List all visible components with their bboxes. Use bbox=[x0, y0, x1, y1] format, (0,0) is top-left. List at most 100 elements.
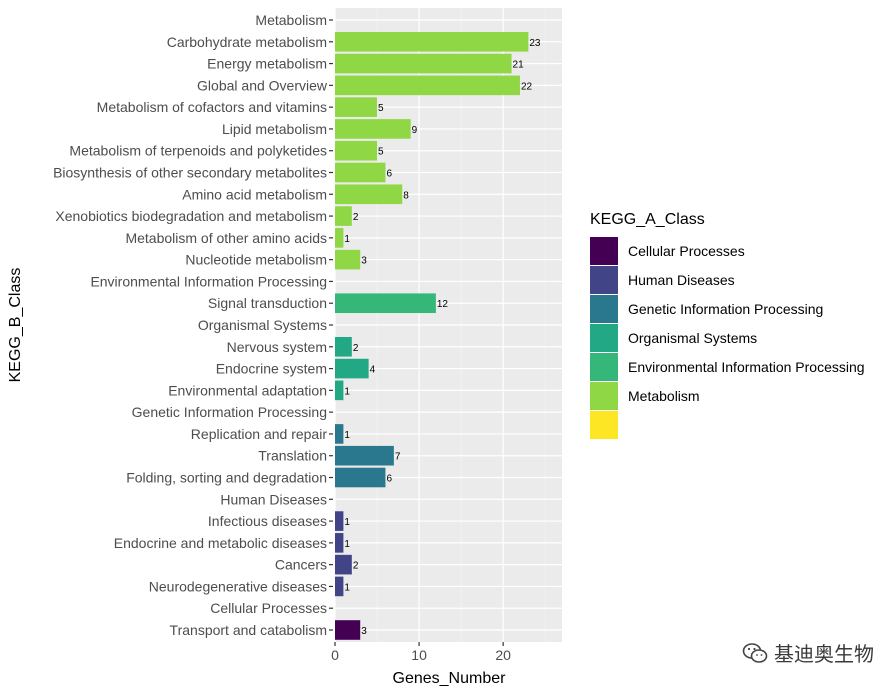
bar-value-label: 9 bbox=[412, 125, 418, 136]
y-tick-label: Translation bbox=[258, 448, 327, 464]
bar bbox=[335, 380, 344, 401]
legend-label: Cellular Processes bbox=[628, 243, 745, 259]
bar-value-label: 2 bbox=[353, 212, 359, 223]
legend-swatch bbox=[590, 382, 618, 410]
bar-value-label: 23 bbox=[529, 38, 541, 49]
y-tick-label: Lipid metabolism bbox=[222, 121, 327, 137]
bar-value-label: 1 bbox=[344, 234, 350, 245]
y-tick-label: Transport and catabolism bbox=[170, 622, 327, 638]
y-axis-title: KEGG_B_Class bbox=[7, 268, 24, 383]
legend-label: Organismal Systems bbox=[628, 330, 757, 346]
legend-label: Genetic Information Processing bbox=[628, 301, 823, 317]
y-tick-label: Human Diseases bbox=[220, 491, 327, 507]
bar bbox=[335, 140, 378, 161]
bar bbox=[335, 358, 369, 379]
bar bbox=[335, 119, 411, 139]
legend-swatch bbox=[590, 324, 618, 352]
y-tick-label: Replication and repair bbox=[191, 426, 328, 442]
legend-swatch bbox=[590, 237, 618, 265]
bar bbox=[335, 336, 352, 357]
legend: Cellular Processes Human Diseases Genetic … bbox=[590, 237, 865, 439]
x-tick-labels: 0 10 20 bbox=[331, 642, 511, 663]
y-tick-label: Neurodegenerative diseases bbox=[149, 578, 327, 594]
y-tick-label: Energy metabolism bbox=[207, 56, 327, 72]
bar bbox=[335, 249, 361, 270]
bar-value-label: 8 bbox=[403, 190, 409, 201]
bar bbox=[335, 511, 344, 531]
y-tick-label: Xenobiotics biodegradation and metabolis… bbox=[55, 208, 327, 224]
bar bbox=[335, 554, 352, 575]
x-tick-label: 0 bbox=[331, 647, 339, 663]
y-tick-label: Nervous system bbox=[227, 339, 327, 355]
legend-label: Metabolism bbox=[628, 388, 700, 404]
bar bbox=[335, 53, 512, 74]
y-tick-label: Metabolism of terpenoids and polyketides bbox=[69, 143, 327, 159]
watermark-text: 基迪奥生物 bbox=[774, 642, 874, 666]
bar bbox=[335, 206, 352, 226]
bar-value-label: 4 bbox=[370, 365, 376, 376]
bar bbox=[335, 293, 436, 314]
bar-value-label: 5 bbox=[378, 147, 384, 158]
y-tick-label: Signal transduction bbox=[208, 295, 327, 311]
bar bbox=[335, 75, 520, 96]
bar-value-label: 1 bbox=[344, 430, 350, 441]
bar-value-label: 7 bbox=[395, 452, 401, 463]
y-tick-label: Cancers bbox=[275, 557, 327, 573]
legend-label: Environmental Information Processing bbox=[628, 359, 865, 375]
bar bbox=[335, 97, 378, 117]
bar-value-label: 1 bbox=[344, 386, 350, 397]
bar bbox=[335, 445, 394, 466]
watermark: 基迪奥生物 bbox=[742, 638, 874, 667]
bar-value-label: 6 bbox=[386, 169, 392, 180]
bar bbox=[335, 31, 529, 52]
bar-value-label: 2 bbox=[353, 561, 359, 572]
legend-title: KEGG_A_Class bbox=[590, 211, 705, 228]
y-tick-label: Organismal Systems bbox=[198, 317, 327, 333]
legend-swatch bbox=[590, 266, 618, 294]
bar-value-label: 2 bbox=[353, 343, 359, 354]
bar bbox=[335, 424, 344, 444]
x-tick-label: 10 bbox=[411, 647, 427, 663]
bar-value-label: 1 bbox=[344, 517, 350, 528]
y-tick-label: Environmental Information Processing bbox=[90, 273, 327, 289]
x-tick-label: 20 bbox=[495, 647, 511, 663]
bar-value-label: 1 bbox=[344, 539, 350, 550]
y-tick-label: Biosynthesis of other secondary metaboli… bbox=[53, 165, 327, 181]
x-axis-title: Genes_Number bbox=[393, 670, 507, 687]
bar-value-label: 22 bbox=[521, 81, 533, 92]
y-tick-label: Metabolism bbox=[255, 12, 327, 28]
legend-swatch bbox=[590, 353, 618, 381]
y-tick-label: Folding, sorting and degradation bbox=[126, 470, 327, 486]
y-tick-label: Endocrine and metabolic diseases bbox=[114, 535, 327, 551]
legend-swatch bbox=[590, 295, 618, 323]
bar bbox=[335, 533, 344, 553]
y-tick-label: Endocrine system bbox=[216, 361, 327, 377]
y-tick-label: Cellular Processes bbox=[210, 600, 327, 616]
y-tick-label: Nucleotide metabolism bbox=[185, 252, 327, 268]
bar bbox=[335, 184, 403, 205]
y-tick-label: Infectious diseases bbox=[208, 513, 327, 529]
bar bbox=[335, 228, 344, 248]
bar bbox=[335, 467, 386, 488]
y-tick-label: Metabolism of other amino acids bbox=[125, 230, 327, 246]
bar bbox=[335, 162, 386, 183]
y-tick-label: Metabolism of cofactors and vitamins bbox=[97, 99, 327, 115]
y-tick-label: Amino acid metabolism bbox=[182, 186, 327, 202]
bar bbox=[335, 576, 344, 597]
bar-value-label: 1 bbox=[344, 582, 350, 593]
y-tick-label: Genetic Information Processing bbox=[132, 404, 327, 420]
bar-value-label: 21 bbox=[513, 60, 525, 71]
bar-value-label: 5 bbox=[378, 103, 384, 114]
bar-value-label: 3 bbox=[361, 256, 367, 267]
bar-value-label: 6 bbox=[386, 474, 392, 485]
y-tick-label: Environmental adaptation bbox=[168, 382, 327, 398]
legend-label: Human Diseases bbox=[628, 272, 735, 288]
legend-swatch bbox=[590, 411, 618, 439]
bar-value-label: 3 bbox=[361, 626, 367, 637]
bar bbox=[335, 620, 361, 640]
wechat-icon bbox=[742, 642, 768, 663]
y-tick-labels: Metabolism Carbohydrate metabolism Energy … bbox=[53, 12, 333, 638]
bar-value-label: 12 bbox=[437, 299, 449, 310]
